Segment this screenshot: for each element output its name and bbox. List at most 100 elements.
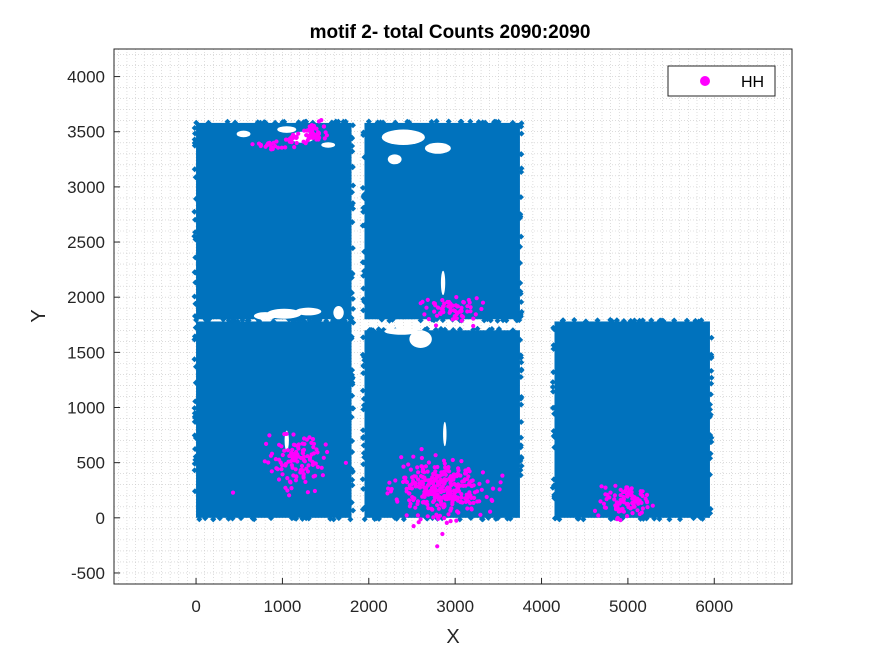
hh-point xyxy=(466,297,471,303)
cell-point xyxy=(192,445,199,452)
hh-point xyxy=(630,496,635,501)
cell-point xyxy=(192,195,199,202)
cell-point xyxy=(311,317,318,324)
hh-point xyxy=(472,490,477,495)
hh-point xyxy=(266,460,271,465)
hh-point xyxy=(480,470,485,475)
cell-point xyxy=(349,122,356,129)
x-tick-label: 6000 xyxy=(695,597,733,616)
cell-point xyxy=(517,290,524,297)
cell-point xyxy=(552,514,559,521)
cell-point xyxy=(360,307,367,314)
hh-point xyxy=(438,311,443,316)
hh-point xyxy=(448,305,453,310)
cell-point xyxy=(485,514,492,521)
hh-point xyxy=(463,496,468,501)
legend-box xyxy=(667,65,776,97)
cell-point xyxy=(549,484,556,491)
cell-point xyxy=(349,219,356,226)
cell-point xyxy=(192,398,199,405)
hh-point xyxy=(448,474,453,479)
cell-point xyxy=(517,336,524,343)
cell-point xyxy=(202,316,209,323)
hh-point xyxy=(320,473,325,478)
hh-point xyxy=(429,506,434,511)
cell-point xyxy=(349,367,356,374)
hh-point xyxy=(273,457,278,462)
hh-point xyxy=(463,468,468,473)
hh-point xyxy=(467,480,472,486)
cell-point xyxy=(225,317,232,324)
axes-box xyxy=(113,48,793,585)
hh-point xyxy=(271,140,276,145)
hh-point xyxy=(385,491,390,496)
chart-title: motif 2- total Counts 2090:2090 xyxy=(310,22,591,43)
hh-point xyxy=(463,499,468,504)
hh-point xyxy=(283,462,288,467)
hh-point xyxy=(643,496,648,501)
cell-point xyxy=(348,189,355,196)
cell-point xyxy=(550,369,557,376)
hh-point xyxy=(456,468,461,473)
cell-point xyxy=(191,313,198,320)
hh-point xyxy=(296,444,301,449)
cell-point xyxy=(404,118,411,125)
hh-point xyxy=(305,490,310,495)
cell-point xyxy=(349,405,356,412)
hh-point xyxy=(425,514,430,519)
hh-point xyxy=(474,296,479,301)
cell-point xyxy=(690,515,697,522)
cell-point xyxy=(499,317,506,324)
hh-point xyxy=(279,444,284,449)
cell-point xyxy=(467,515,474,522)
cell-point xyxy=(348,371,355,378)
cell-point xyxy=(360,285,367,292)
hh-point xyxy=(500,473,505,478)
hh-point xyxy=(460,479,465,484)
hh-point xyxy=(408,501,413,506)
cell-point xyxy=(708,367,715,374)
hh-point xyxy=(415,499,421,504)
hh-point xyxy=(312,133,318,138)
legend-marker xyxy=(700,76,710,86)
hh-point xyxy=(484,494,489,500)
hh-point xyxy=(412,496,417,501)
hh-point xyxy=(598,499,603,504)
hh-point xyxy=(276,145,281,150)
cell-point xyxy=(360,132,367,139)
hh-point xyxy=(613,483,618,488)
hh-point xyxy=(250,142,255,147)
hh-point xyxy=(442,461,447,466)
hh-point xyxy=(456,482,461,487)
cell-point xyxy=(361,454,368,461)
hh-point xyxy=(473,312,478,317)
cell-point xyxy=(349,448,356,455)
cell-point xyxy=(192,324,199,331)
cell-point xyxy=(361,195,368,202)
hh-point xyxy=(419,455,424,461)
hh-point xyxy=(274,466,279,471)
cell-point xyxy=(191,356,198,363)
cell-point xyxy=(375,326,382,333)
cell-point xyxy=(509,327,516,334)
hh-point xyxy=(298,470,303,475)
cell-point xyxy=(349,468,356,475)
hh-point xyxy=(406,462,411,467)
cell-point xyxy=(224,118,231,125)
cell-point xyxy=(518,394,525,401)
cell-point xyxy=(361,204,368,211)
hh-point xyxy=(461,299,466,305)
cell-point xyxy=(549,379,556,386)
hh-point xyxy=(429,485,435,490)
hh-point xyxy=(404,513,409,518)
cell-point xyxy=(551,495,558,502)
hh-point xyxy=(454,518,459,523)
cell-point xyxy=(225,515,232,522)
hh-point xyxy=(431,515,436,520)
hh-point xyxy=(436,497,441,502)
hh-point xyxy=(608,490,613,495)
hh-point xyxy=(393,478,398,483)
hh-point xyxy=(407,498,412,503)
hh-point xyxy=(286,137,291,142)
hh-point xyxy=(471,323,476,329)
